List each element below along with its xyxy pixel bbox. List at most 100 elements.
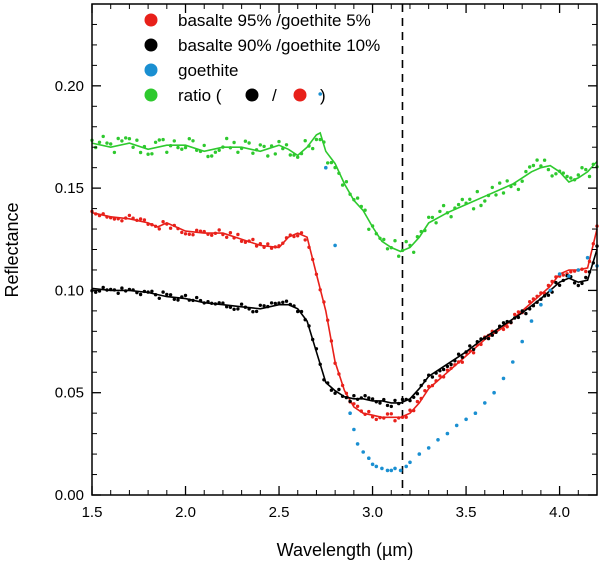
data-point (153, 140, 158, 144)
data-point (135, 138, 139, 142)
legend-label: basalte 90% /goethite 10% (178, 36, 380, 55)
data-point (454, 423, 459, 428)
legend-label: basalte 95% /goethite 5% (178, 11, 371, 30)
data-point (138, 150, 143, 155)
data-point (258, 303, 262, 307)
data-point (210, 154, 214, 158)
data-point (367, 409, 371, 414)
data-point (486, 336, 491, 341)
data-point (542, 158, 547, 162)
data-point (584, 275, 588, 280)
data-point (352, 427, 356, 432)
data-point (176, 145, 180, 150)
data-point (183, 293, 188, 298)
data-point (326, 161, 330, 165)
data-point (531, 163, 536, 168)
data-point (370, 462, 375, 467)
data-point (441, 203, 446, 208)
x-tick-label: 2.0 (175, 504, 196, 521)
data-point (183, 145, 188, 150)
data-point (378, 401, 382, 405)
data-point (408, 408, 412, 412)
data-point (516, 187, 521, 192)
data-point (501, 321, 506, 325)
data-point (576, 268, 581, 272)
data-point (367, 227, 371, 231)
data-point (324, 165, 328, 170)
data-point (427, 215, 431, 219)
x-tick-label: 1.5 (82, 504, 103, 521)
data-point (438, 374, 442, 378)
data-point (580, 281, 584, 286)
data-point (124, 136, 128, 140)
data-point (127, 137, 132, 141)
data-point (131, 145, 135, 149)
data-point (284, 143, 289, 147)
data-point (584, 269, 588, 274)
data-point (404, 239, 408, 244)
data-point (355, 196, 360, 200)
data-point (464, 417, 468, 422)
data-point (490, 333, 494, 337)
series-line (91, 131, 598, 253)
data-point (417, 452, 422, 456)
data-point (585, 255, 590, 260)
data-point (206, 154, 210, 159)
data-point (501, 376, 506, 381)
data-point (303, 238, 307, 242)
data-point (400, 397, 405, 402)
series-line (91, 211, 598, 419)
data-point (569, 176, 573, 180)
data-point (580, 166, 584, 170)
data-point (404, 415, 408, 419)
data-point (584, 167, 588, 172)
data-point (239, 302, 244, 306)
data-point (243, 139, 248, 143)
data-point (587, 174, 592, 179)
data-point (565, 174, 569, 179)
data-point (393, 419, 397, 423)
data-point (112, 150, 117, 155)
data-point (157, 138, 161, 142)
data-point (438, 209, 442, 214)
data-point (389, 404, 393, 409)
data-point (505, 325, 509, 329)
data-point (498, 181, 502, 185)
legend-marker (144, 38, 158, 52)
data-point (361, 450, 366, 454)
y-axis-title: Reflectance (2, 202, 22, 297)
data-point (318, 137, 322, 142)
data-point (557, 283, 562, 287)
data-point (281, 300, 285, 304)
data-point (374, 464, 379, 469)
data-point (546, 167, 551, 172)
data-point (262, 304, 266, 308)
x-tick-label: 4.0 (549, 504, 570, 521)
data-point (548, 288, 552, 293)
data-point (225, 136, 229, 141)
data-point (385, 468, 390, 473)
data-point (385, 403, 390, 408)
y-tick-label: 0.05 (55, 385, 84, 402)
data-point (329, 388, 334, 392)
data-point (430, 375, 435, 379)
data-point (120, 139, 124, 143)
data-point (333, 391, 337, 395)
data-point (445, 431, 450, 436)
data-point (266, 242, 270, 246)
data-point (511, 360, 515, 364)
data-point (430, 215, 435, 220)
series-basalte-90-goethite-10 (90, 244, 599, 409)
data-point (303, 139, 307, 143)
data-point (195, 228, 199, 232)
y-tick-label: 0.15 (55, 180, 84, 197)
data-point (273, 301, 277, 306)
data-point (318, 92, 323, 96)
data-point (165, 292, 169, 297)
data-point (97, 140, 102, 144)
data-point (176, 298, 180, 302)
data-point (449, 215, 453, 219)
data-point (367, 456, 371, 461)
data-point (393, 466, 397, 471)
